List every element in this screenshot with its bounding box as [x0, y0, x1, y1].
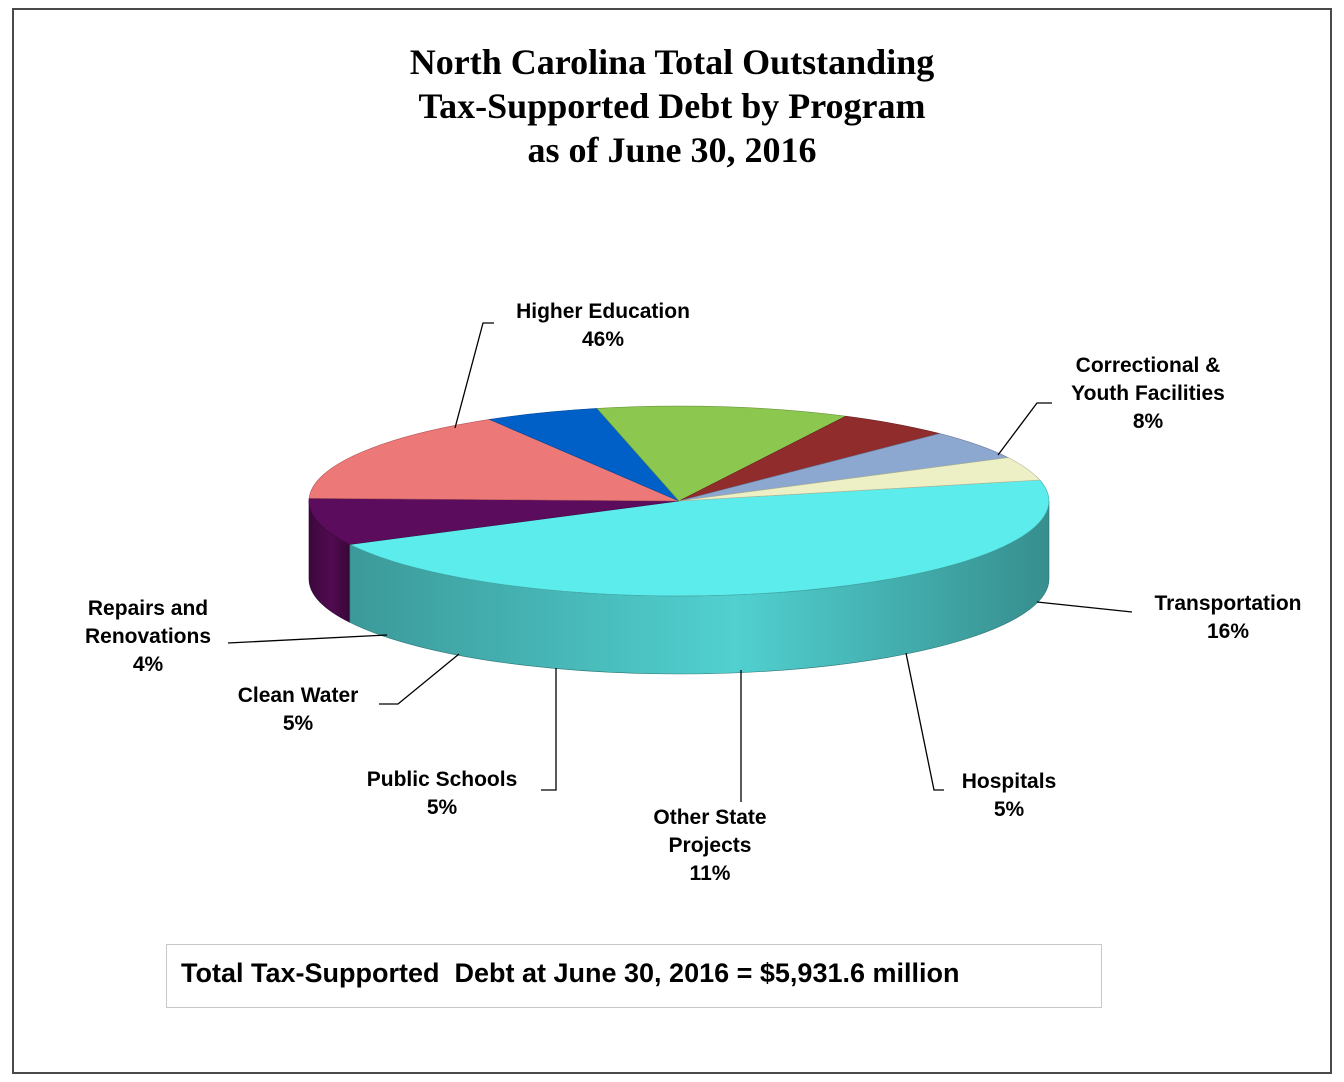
chart-title-line-2: Tax-Supported Debt by Program — [418, 86, 926, 126]
slice-percent-5: 5% — [426, 796, 458, 819]
leader-line-2 — [1036, 601, 1133, 613]
slice-name-7-1: Renovations — [84, 625, 212, 648]
chart-title-line-3: as of June 30, 2016 — [527, 130, 817, 170]
slice-label-2: Transportation 16% — [1154, 590, 1301, 646]
slice-label-6: Clean Water 5% — [238, 682, 359, 738]
slice-percent-3: 5% — [993, 798, 1025, 821]
leader-line-1 — [997, 402, 1052, 456]
leader-line-0 — [454, 322, 494, 429]
slice-name-4-1: Projects — [668, 834, 752, 857]
leader-line-5 — [541, 668, 557, 791]
slice-label-4: Other State Projects 11% — [653, 804, 766, 888]
slice-top-4 — [596, 405, 847, 502]
slice-top-7 — [678, 457, 1041, 502]
slice-percent-4: 11% — [689, 862, 731, 885]
slice-name-2-0: Transportation — [1154, 592, 1302, 615]
slice-top-0 — [348, 479, 1050, 597]
slice-percent-6: 5% — [282, 712, 314, 735]
leader-line-7 — [227, 634, 388, 644]
slice-name-4-0: Other State — [653, 806, 767, 829]
slice-name-1-0: Correctional & — [1075, 354, 1221, 377]
leader-line-3 — [905, 652, 944, 791]
slice-percent-7: 4% — [132, 653, 164, 676]
slice-label-7: Repairs and Renovations 4% — [85, 595, 211, 679]
chart-title: North Carolina Total Outstanding Tax-Sup… — [0, 40, 1344, 172]
pie-tops — [308, 405, 1050, 597]
slice-percent-2: 16% — [1206, 620, 1250, 643]
slice-percent-0: 46% — [581, 328, 625, 351]
chart-title-line-1: North Carolina Total Outstanding — [409, 42, 935, 82]
slice-percent-1: 8% — [1132, 410, 1164, 433]
slice-top-1 — [308, 497, 680, 545]
slice-label-1: Correctional & Youth Facilities 8% — [1071, 352, 1225, 436]
slice-name-6-0: Clean Water — [237, 684, 359, 707]
slice-name-7-0: Repairs and — [87, 597, 209, 620]
slice-label-0: Higher Education 46% — [516, 298, 690, 354]
slice-name-3-0: Hospitals — [961, 770, 1057, 793]
total-debt-text: Total Tax-Supported Debt at June 30, 201… — [181, 958, 960, 988]
leader-lines — [227, 322, 1133, 802]
slice-name-5-0: Public Schools — [366, 768, 518, 791]
slice-label-3: Hospitals 5% — [962, 768, 1057, 824]
slice-name-1-1: Youth Facilities — [1071, 382, 1225, 405]
leader-line-6 — [379, 653, 460, 705]
slice-label-5: Public Schools 5% — [367, 766, 518, 822]
total-debt-box: Total Tax-Supported Debt at June 30, 201… — [166, 944, 1102, 1008]
slice-name-0-0: Higher Education — [516, 300, 690, 323]
